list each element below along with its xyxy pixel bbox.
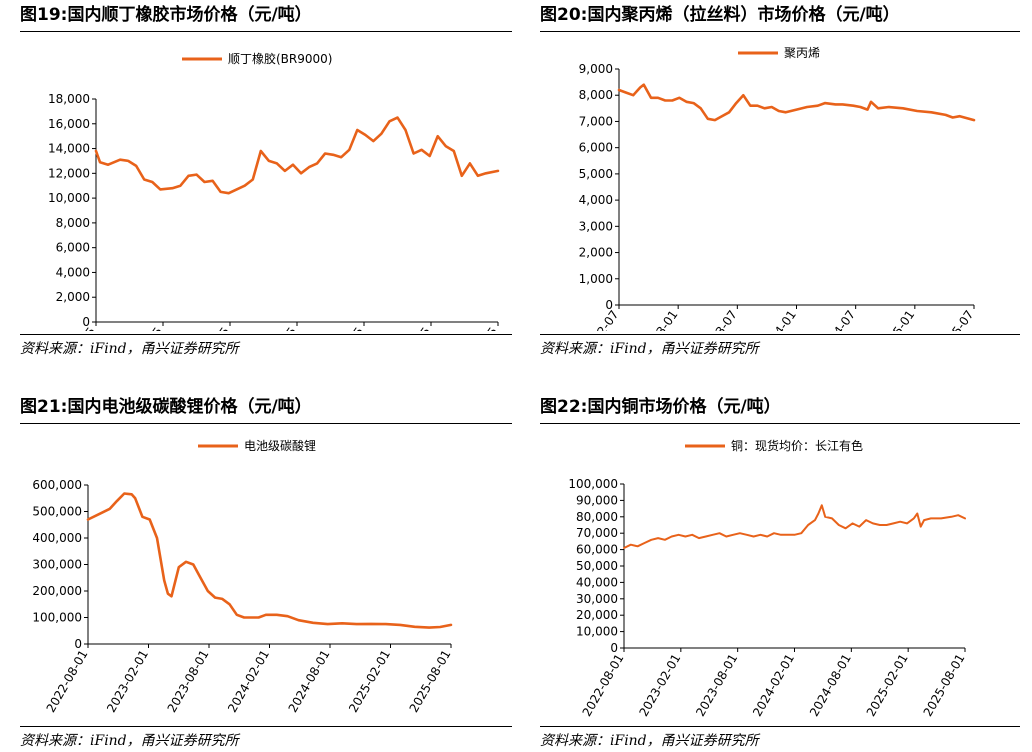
x-tick-label: 2025-01-25 [382, 325, 433, 331]
y-tick-label: 300,000 [32, 558, 82, 572]
chart-title: 图22:国内铜市场价格（元/吨） [540, 397, 781, 417]
x-tick-label: 2023-08-01 [693, 652, 740, 719]
y-tick-label: 70,000 [576, 526, 618, 540]
y-tick-label: 10,000 [48, 191, 90, 205]
y-tick-label: 30,000 [576, 592, 618, 606]
y-tick-label: 0 [82, 315, 90, 329]
source-note: 资料来源：iFind，甬兴证券研究所 [540, 341, 759, 357]
chart-area: 顺丁橡胶(BR9000) 0 2,000 4,000 6,000 8,000 10,000 1… [47, 51, 500, 331]
title-rule [20, 423, 512, 424]
y-tick-label: 3,000 [579, 219, 613, 233]
source-note: 资料来源：iFind，甬兴证券研究所 [540, 733, 759, 749]
chart-area: 铜：现货均价：长江有色 0 10,000 20,000 30,000 40,000 50,0… [568, 438, 968, 719]
x-tick-label: 2024-07 [818, 308, 858, 331]
chart-area: 聚丙烯 0 1,000 2,000 3,000 4,000 5,000 6,000 7,000 8… [579, 46, 977, 331]
series-line [617, 83, 976, 122]
y-tick-label: 100,000 [32, 611, 82, 625]
y-tick-label: 0 [605, 298, 613, 312]
x-tick-label: 2023-02-01 [104, 648, 151, 715]
y-tick-label: 9,000 [579, 62, 613, 76]
x-tick-label: 2023-08-01 [165, 648, 212, 715]
y-tick-label: 80,000 [576, 510, 618, 524]
x-tick-label: 2023-01 [640, 308, 680, 331]
source-rule [20, 726, 512, 727]
source-rule [20, 334, 512, 335]
x-tick-label: 2025-02-01 [346, 648, 393, 715]
x-tick-label: 2025-01 [877, 308, 917, 331]
x-tick-label: 2022-07 [581, 308, 621, 331]
y-tick-label: 1,000 [579, 272, 613, 286]
x-tick-label: 2022-07-25 [47, 325, 98, 331]
x-tick-label: 2024-01 [759, 308, 799, 331]
x-tick-label: 2024-08-01 [286, 648, 333, 715]
x-tick-label: 2022-08-01 [44, 648, 91, 715]
y-tick-label: 5,000 [579, 167, 613, 181]
x-tick-label: 2023-02-01 [636, 652, 683, 719]
chart-title: 图20:国内聚丙烯（拉丝料）市场价格（元/吨） [540, 5, 900, 25]
x-tick-label: 2025-02-01 [864, 652, 911, 719]
x-tick-label: 2022-08-01 [580, 652, 627, 719]
y-tick-label: 2,000 [579, 246, 613, 260]
y-tick-label: 6,000 [56, 241, 90, 255]
source-note: 资料来源：iFind，甬兴证券研究所 [20, 341, 239, 357]
legend-label: 电池级碳酸锂 [244, 438, 316, 453]
y-tick-label: 8,000 [579, 88, 613, 102]
source-note: 资料来源：iFind，甬兴证券研究所 [20, 733, 239, 749]
chart-panel-19: 图19:国内顺丁橡胶市场价格（元/吨） 顺丁橡胶(BR9000) 0 2,000 4,… [20, 0, 512, 370]
chart-panel-21: 图21:国内电池级碳酸锂价格（元/吨） 电池级碳酸锂 0 100,000 200,00… [20, 392, 512, 752]
x-tick-label: 2025-08-01 [407, 648, 454, 715]
chart-area: 电池级碳酸锂 0 100,000 200,000 300,000 400,000 500,0… [32, 438, 454, 715]
y-tick-label: 100,000 [568, 477, 618, 491]
y-tick-label: 16,000 [48, 117, 90, 131]
x-tick-label: 2023-01-25 [114, 325, 165, 331]
source-rule [540, 726, 1020, 727]
title-rule [540, 423, 1020, 424]
chart-panel-22: 图22:国内铜市场价格（元/吨） 铜：现货均价：长江有色 0 10,000 20,00… [540, 392, 1032, 752]
source-rule [540, 334, 1020, 335]
series-line [86, 492, 453, 629]
x-tick-label: 2025-07 [936, 308, 976, 331]
y-tick-label: 4,000 [56, 265, 90, 279]
series-line [94, 116, 500, 195]
y-tick-label: 8,000 [56, 216, 90, 230]
legend-label: 铜：现货均价：长江有色 [731, 438, 863, 453]
y-tick-label: 6,000 [579, 141, 613, 155]
y-tick-label: 0 [610, 641, 618, 655]
x-tick-label: 2024-02-01 [225, 648, 272, 715]
y-tick-label: 50,000 [576, 559, 618, 573]
x-tick-label: 2025-08-01 [921, 652, 968, 719]
y-tick-label: 0 [74, 637, 82, 651]
title-rule [540, 31, 1020, 32]
y-tick-label: 12,000 [48, 166, 90, 180]
series-line [623, 504, 966, 549]
y-tick-label: 7,000 [579, 114, 613, 128]
y-tick-label: 600,000 [32, 478, 82, 492]
y-tick-label: 10,000 [576, 625, 618, 639]
y-tick-label: 90,000 [576, 493, 618, 507]
x-tick-label: 2023-07-25 [181, 325, 232, 331]
title-rule [20, 31, 512, 32]
legend-label: 顺丁橡胶(BR9000) [228, 51, 332, 66]
x-tick-label: 2024-08-01 [807, 652, 854, 719]
y-tick-label: 20,000 [576, 608, 618, 622]
x-tick-label: 2024-02-01 [750, 652, 797, 719]
y-tick-label: 14,000 [48, 142, 90, 156]
y-tick-label: 500,000 [32, 505, 82, 519]
x-tick-label: 2025-07-25 [449, 325, 500, 331]
y-tick-label: 400,000 [32, 531, 82, 545]
y-tick-label: 4,000 [579, 193, 613, 207]
x-tick-label: 2024-07-25 [315, 325, 366, 331]
chart-title: 图19:国内顺丁橡胶市场价格（元/吨） [20, 5, 312, 25]
y-tick-label: 18,000 [48, 92, 90, 106]
chart-title: 图21:国内电池级碳酸锂价格（元/吨） [20, 397, 312, 417]
x-tick-label: 2024-01-25 [248, 325, 299, 331]
y-tick-label: 40,000 [576, 575, 618, 589]
chart-panel-20: 图20:国内聚丙烯（拉丝料）市场价格（元/吨） 聚丙烯 0 1,000 2,000 3,… [540, 0, 1032, 370]
x-tick-label: 2023-07 [700, 308, 740, 331]
y-tick-label: 60,000 [576, 543, 618, 557]
y-tick-label: 200,000 [32, 584, 82, 598]
y-tick-label: 2,000 [56, 290, 90, 304]
legend-label: 聚丙烯 [784, 46, 820, 60]
